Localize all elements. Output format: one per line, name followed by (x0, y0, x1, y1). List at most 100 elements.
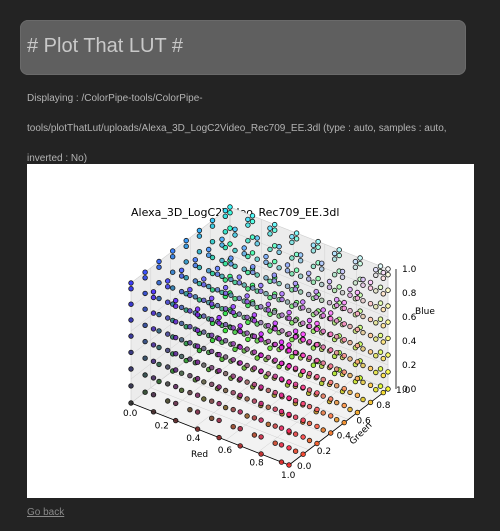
data-point (380, 269, 386, 276)
data-point (222, 290, 229, 296)
data-point (292, 286, 299, 292)
data-point (289, 271, 295, 277)
data-point (328, 315, 334, 322)
data-point (208, 332, 215, 338)
data-point (244, 413, 250, 419)
z-tick-label: 0.8 (402, 289, 417, 299)
data-point (315, 275, 321, 282)
data-point (128, 349, 134, 356)
data-point (373, 336, 379, 342)
data-point (292, 448, 299, 454)
data-point (310, 242, 317, 248)
grid-line (194, 351, 294, 428)
data-point (258, 304, 264, 310)
data-point (278, 344, 285, 351)
data-point (267, 278, 273, 284)
data-point (314, 326, 320, 332)
data-point (354, 310, 361, 317)
data-point (230, 389, 236, 396)
data-point (219, 273, 225, 279)
tick-labels: 0.00.20.40.60.81.00.00.20.40.60.81.00.00… (123, 265, 417, 481)
data-point (339, 289, 346, 296)
data-point (328, 379, 334, 386)
data-point (310, 279, 317, 285)
data-point (227, 210, 233, 216)
data-point (258, 336, 264, 343)
data-point (222, 213, 228, 219)
go-back-link[interactable]: Go back (27, 507, 65, 518)
data-point (258, 319, 264, 326)
grid-line (150, 387, 309, 451)
x-tick-label: 0.4 (186, 434, 201, 444)
data-point (377, 383, 384, 389)
data-point (156, 279, 162, 286)
data-point (265, 338, 271, 345)
data-point (228, 276, 234, 283)
data-point (178, 267, 185, 273)
data-point (187, 323, 193, 330)
data-point (279, 328, 285, 334)
data-point (164, 278, 171, 284)
data-point (347, 406, 353, 413)
data-point (267, 345, 273, 351)
data-point (222, 337, 229, 344)
data-point (245, 222, 251, 228)
data-point (377, 284, 384, 290)
data-point (341, 419, 347, 426)
data-point (293, 236, 300, 242)
data-point (183, 274, 189, 281)
data-point (367, 300, 374, 307)
data-point (272, 373, 278, 379)
data-point (341, 336, 347, 343)
data-point (251, 365, 258, 371)
z-tick-label: 0.6 (402, 313, 417, 323)
data-point (172, 303, 179, 309)
data-point (169, 285, 176, 291)
data-point (306, 354, 313, 361)
data-point (237, 392, 243, 398)
data-point (271, 243, 278, 249)
data-point (201, 379, 207, 385)
data-point (279, 296, 285, 303)
data-point (194, 312, 201, 318)
data-point (142, 372, 148, 378)
data-point (347, 307, 353, 314)
data-point (164, 315, 171, 321)
data-point (196, 248, 203, 255)
data-point (208, 316, 215, 323)
data-point (289, 255, 295, 261)
data-point (297, 289, 304, 295)
data-point (334, 333, 340, 340)
data-point (194, 426, 201, 432)
data-point (272, 423, 278, 429)
data-point (300, 451, 306, 457)
data-point (214, 287, 221, 293)
data-point (373, 386, 379, 393)
data-point (360, 297, 366, 304)
y-tick-label: 0.8 (376, 401, 391, 411)
data-point (331, 250, 338, 257)
data-point (292, 328, 299, 334)
data-point (263, 253, 269, 260)
x-tick-label: 0.8 (249, 459, 264, 469)
data-point (178, 337, 185, 343)
data-point (328, 430, 334, 436)
data-point (205, 283, 212, 290)
data-point (265, 421, 271, 427)
data-point (150, 326, 157, 332)
data-point (208, 295, 215, 301)
data-point (300, 352, 306, 359)
x-tick-label: 0.6 (218, 446, 233, 456)
data-point (142, 389, 148, 395)
data-point (320, 376, 326, 383)
data-point (367, 349, 374, 355)
data-point (367, 285, 374, 291)
x-tick-label: 0.2 (155, 421, 169, 431)
data-point (284, 267, 291, 274)
data-point (278, 360, 285, 366)
data-point (377, 263, 384, 269)
data-point (172, 334, 179, 341)
data-point (245, 286, 251, 292)
z-tick-label: 0.2 (402, 361, 416, 371)
data-point (216, 351, 222, 358)
